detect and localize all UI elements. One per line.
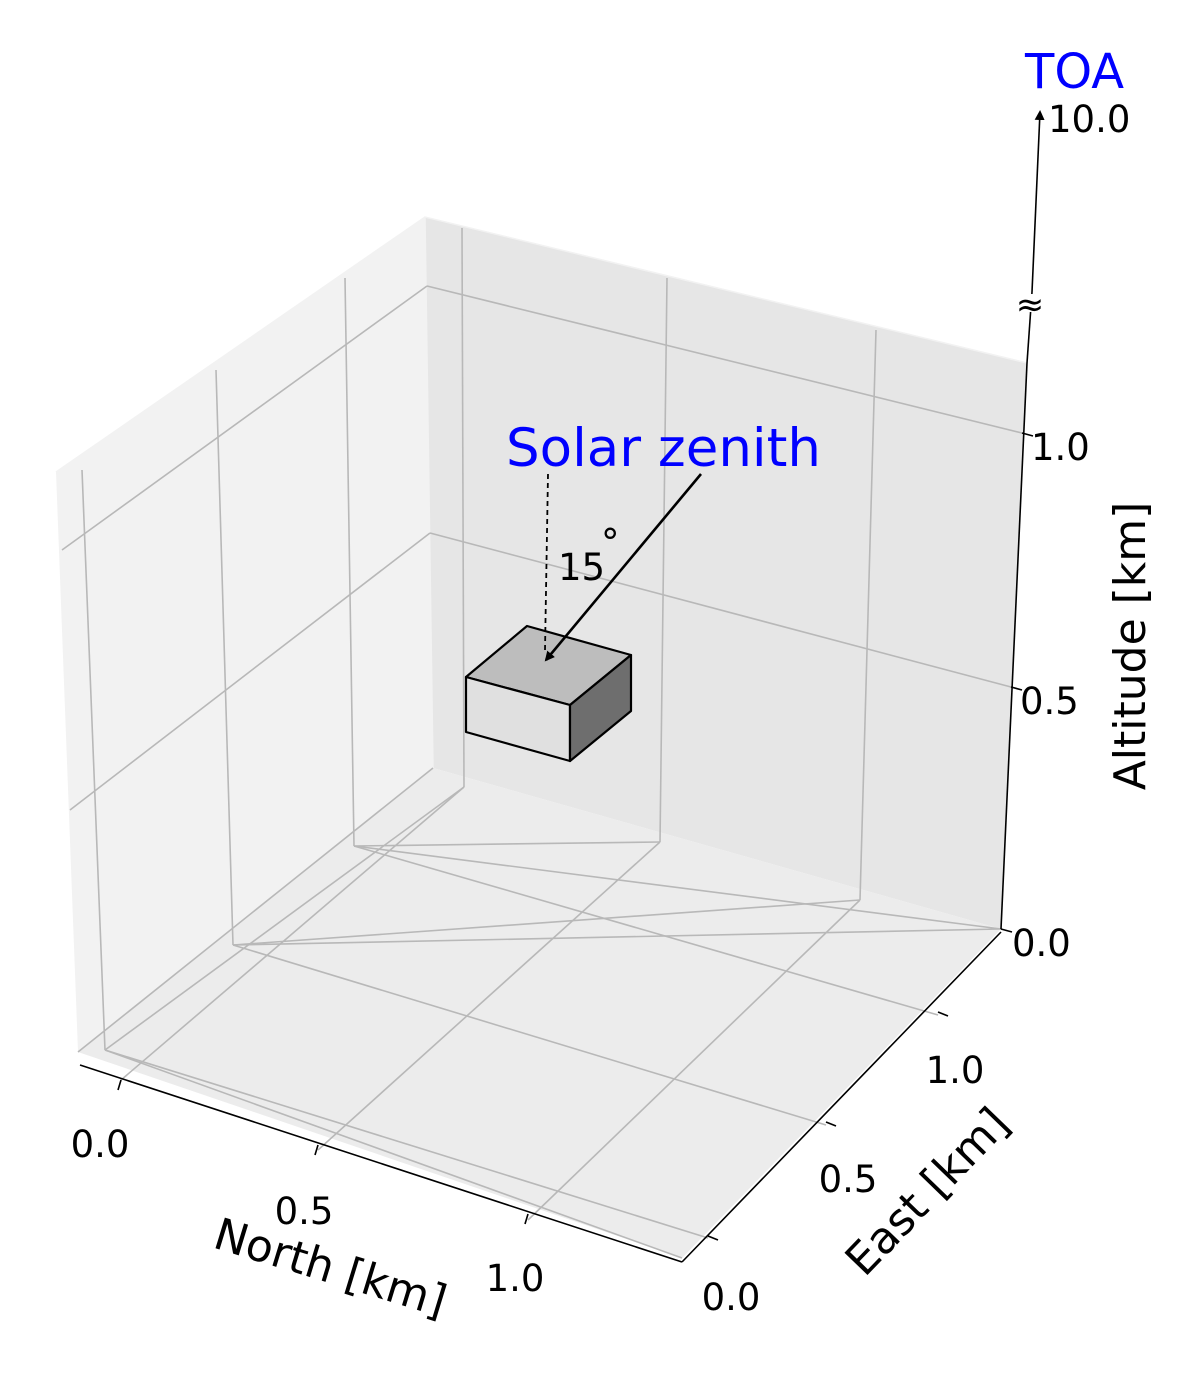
grid: [61, 227, 1023, 1259]
pane-edges: [55, 216, 1028, 769]
pane-floor: [78, 768, 1001, 1258]
altitude-axis: [1000, 110, 1045, 933]
axis-break-symbol: ≈: [1016, 285, 1045, 325]
solar-direction-arrow: [544, 473, 702, 662]
solar-zenith-label: Solar zenith: [506, 418, 821, 479]
zenith-angle-label: 15: [558, 546, 605, 589]
north-tick-label: 1.0: [486, 1257, 545, 1300]
zenith-dashed-line: [544, 473, 549, 651]
toa-label: TOA: [1024, 44, 1124, 100]
cloud-box-side: [568, 653, 633, 763]
east-tick-label: 0.0: [702, 1276, 761, 1319]
altitude-tick-label: 1.0: [1031, 426, 1090, 469]
altitude-axis-label: Altitude [km]: [1105, 502, 1156, 791]
axis-break-mask: [1014, 294, 1050, 312]
north-axis: [79, 1064, 683, 1263]
east-tick-label: 1.0: [926, 1049, 985, 1092]
altitude-top-tick-label: 10.0: [1048, 98, 1130, 141]
altitude-tick-label: 0.5: [1020, 680, 1079, 723]
altitude-tick-label: 0.0: [1012, 922, 1071, 965]
cloud-box: [464, 624, 633, 763]
north-tick-label: 0.5: [275, 1190, 334, 1233]
north-tick-label: 0.0: [71, 1123, 130, 1166]
east-axis: [681, 931, 1002, 1263]
degree-symbol: °: [601, 521, 620, 564]
east-tick-label: 0.5: [819, 1158, 878, 1201]
